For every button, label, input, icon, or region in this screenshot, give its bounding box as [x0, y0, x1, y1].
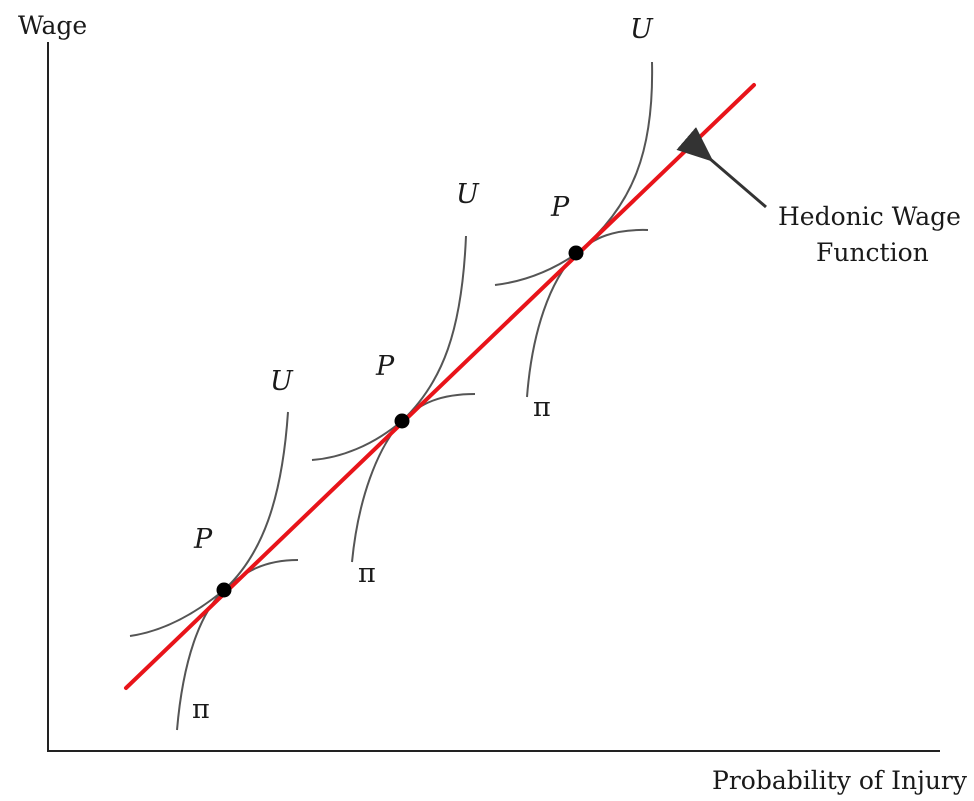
indifference-label-3: U	[630, 14, 654, 45]
hedonic-label-line2: Function	[816, 238, 929, 267]
point-label-3: P	[550, 192, 570, 223]
tangency-point-1	[216, 582, 232, 598]
isoprofit-label-2: π	[358, 558, 376, 589]
annotation-arrow	[676, 127, 767, 209]
x-axis-label: Probability of Injury	[712, 766, 968, 795]
tangency-point-3	[568, 245, 584, 261]
indifference-label-1: U	[270, 366, 294, 397]
indifference-label-2: U	[456, 179, 480, 210]
isoprofit-label-3: π	[533, 392, 551, 423]
hedonic-label-line1: Hedonic Wage	[778, 202, 961, 231]
tangency-point-2	[394, 413, 410, 429]
isoprofit-curve-2	[351, 393, 476, 563]
indifference-curve-2	[311, 235, 467, 461]
hedonic-wage-line	[124, 83, 756, 690]
y-axis-label: Wage	[18, 11, 87, 40]
isoprofit-label-1: π	[192, 694, 210, 725]
tangency-group-2: U P π	[311, 179, 480, 589]
tangency-group-3: U P π	[494, 14, 654, 423]
tangency-group-1: U P π	[129, 366, 299, 731]
isoprofit-curve-3	[526, 228, 649, 398]
point-label-1: P	[193, 524, 213, 555]
point-label-2: P	[375, 351, 395, 382]
